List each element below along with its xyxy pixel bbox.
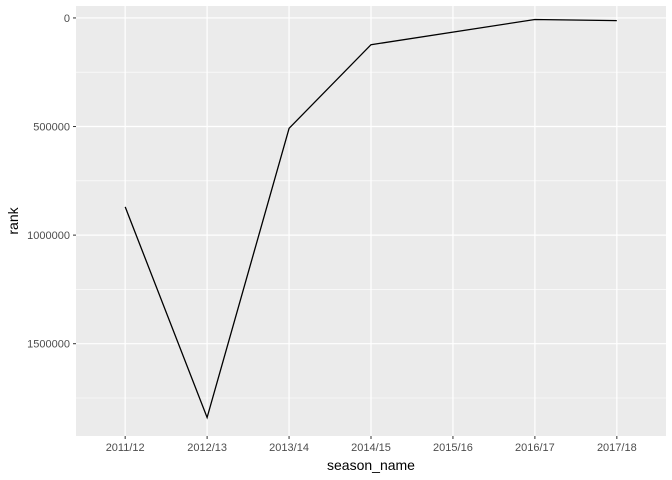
x-tick-label: 2016/17 — [515, 442, 555, 454]
x-tick-label: 2014/15 — [351, 442, 391, 454]
y-axis-title: rank — [5, 206, 21, 234]
y-tick-label: 1500000 — [27, 339, 70, 351]
x-tick-label: 2012/13 — [187, 442, 227, 454]
series — [124, 18, 617, 420]
x-tick-label: 2015/16 — [433, 442, 473, 454]
series-line — [124, 18, 617, 420]
y-tick-label: 500000 — [33, 122, 70, 134]
x-tick-label: 2011/12 — [106, 442, 145, 454]
x-tick-label: 2017/18 — [597, 442, 637, 454]
y-axis-ticks: 0 500000 1000000 1500000 — [27, 13, 76, 351]
y-tick-label: 0 — [64, 13, 70, 25]
y-tick-label: 1000000 — [27, 230, 70, 242]
x-axis-title: season_name — [327, 457, 415, 473]
grid-major — [76, 6, 666, 436]
x-axis-ticks: 2011/12 2012/13 2013/14 2014/15 2015/16 2016/… — [106, 436, 637, 454]
x-tick-label: 2013/14 — [269, 442, 309, 454]
